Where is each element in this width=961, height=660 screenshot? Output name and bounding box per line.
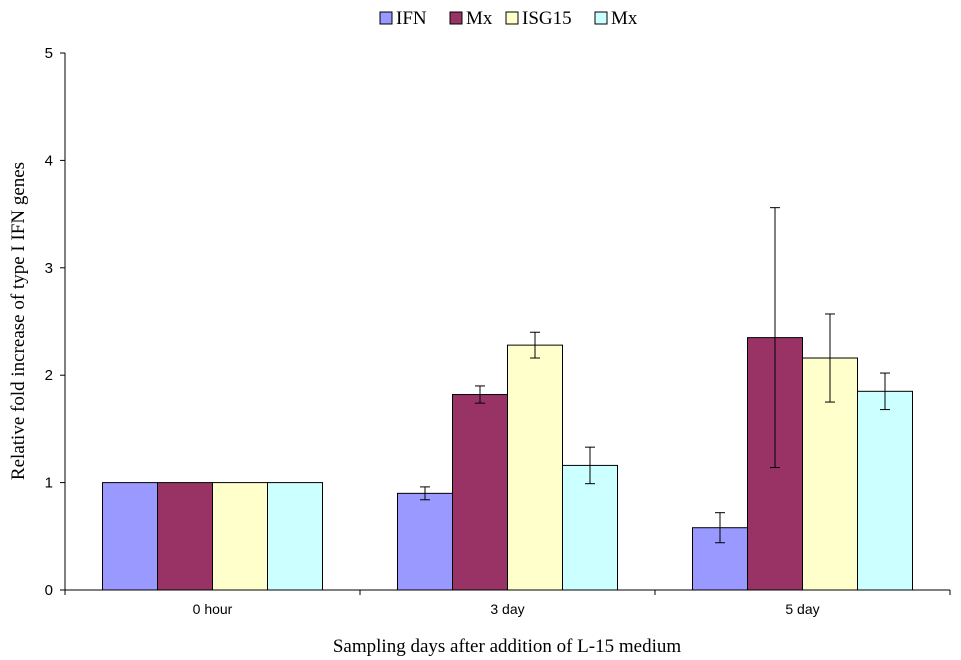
bar-mx-0 bbox=[157, 482, 213, 591]
legend-swatch-mx bbox=[449, 11, 463, 25]
y-axis: 0 1 2 3 4 5 bbox=[45, 45, 66, 599]
legend-label-isg15: ISG15 bbox=[522, 8, 572, 29]
error-bar bbox=[715, 512, 725, 544]
bars bbox=[102, 337, 913, 591]
legend-item: Mx bbox=[449, 8, 493, 29]
bar-mx-2 bbox=[857, 390, 913, 591]
x-axis: 0 hour 3 day 5 day bbox=[64, 589, 951, 617]
x-tick-label: 5 day bbox=[785, 601, 819, 617]
bar-isg15-0 bbox=[212, 482, 268, 591]
legend-label-mx: Mx bbox=[466, 8, 493, 29]
y-tick-label: 1 bbox=[45, 475, 53, 492]
legend-label-mx-2: Mx bbox=[611, 8, 638, 29]
error-bars bbox=[420, 207, 890, 544]
error-bar bbox=[585, 446, 595, 485]
y-axis-title: Relative fold increase of type I IFN gen… bbox=[8, 162, 29, 480]
error-bar bbox=[530, 331, 540, 359]
bar-isg15-1 bbox=[507, 344, 563, 591]
legend-label-ifn: IFN bbox=[396, 8, 427, 29]
y-tick-label: 5 bbox=[45, 45, 53, 62]
error-bar bbox=[475, 385, 485, 404]
y-tick-label: 2 bbox=[45, 367, 53, 384]
x-tick-label: 3 day bbox=[490, 601, 524, 617]
legend-item: IFN bbox=[379, 8, 427, 29]
bar-mx-0 bbox=[267, 482, 323, 591]
error-bar bbox=[420, 486, 430, 501]
legend-swatch-isg15 bbox=[505, 11, 519, 25]
legend-item: ISG15 bbox=[505, 8, 572, 29]
bar-ifn-1 bbox=[397, 492, 453, 591]
error-bar bbox=[825, 313, 835, 403]
legend-swatch-ifn bbox=[379, 11, 393, 25]
error-bar bbox=[880, 372, 890, 411]
x-axis-title: Sampling days after addition of L-15 med… bbox=[333, 636, 681, 657]
y-tick-label: 3 bbox=[45, 260, 53, 277]
legend: IFN Mx ISG15 Mx bbox=[379, 8, 638, 29]
bar-ifn-0 bbox=[102, 482, 158, 591]
legend-item: Mx bbox=[594, 8, 638, 29]
legend-swatch-mx-2 bbox=[594, 11, 608, 25]
y-tick-label: 0 bbox=[45, 582, 53, 599]
error-bar bbox=[770, 207, 780, 469]
y-tick-label: 4 bbox=[45, 152, 53, 169]
bar-mx-1 bbox=[452, 394, 508, 591]
bar-mx-1 bbox=[562, 464, 618, 591]
x-tick-label: 0 hour bbox=[193, 601, 233, 617]
